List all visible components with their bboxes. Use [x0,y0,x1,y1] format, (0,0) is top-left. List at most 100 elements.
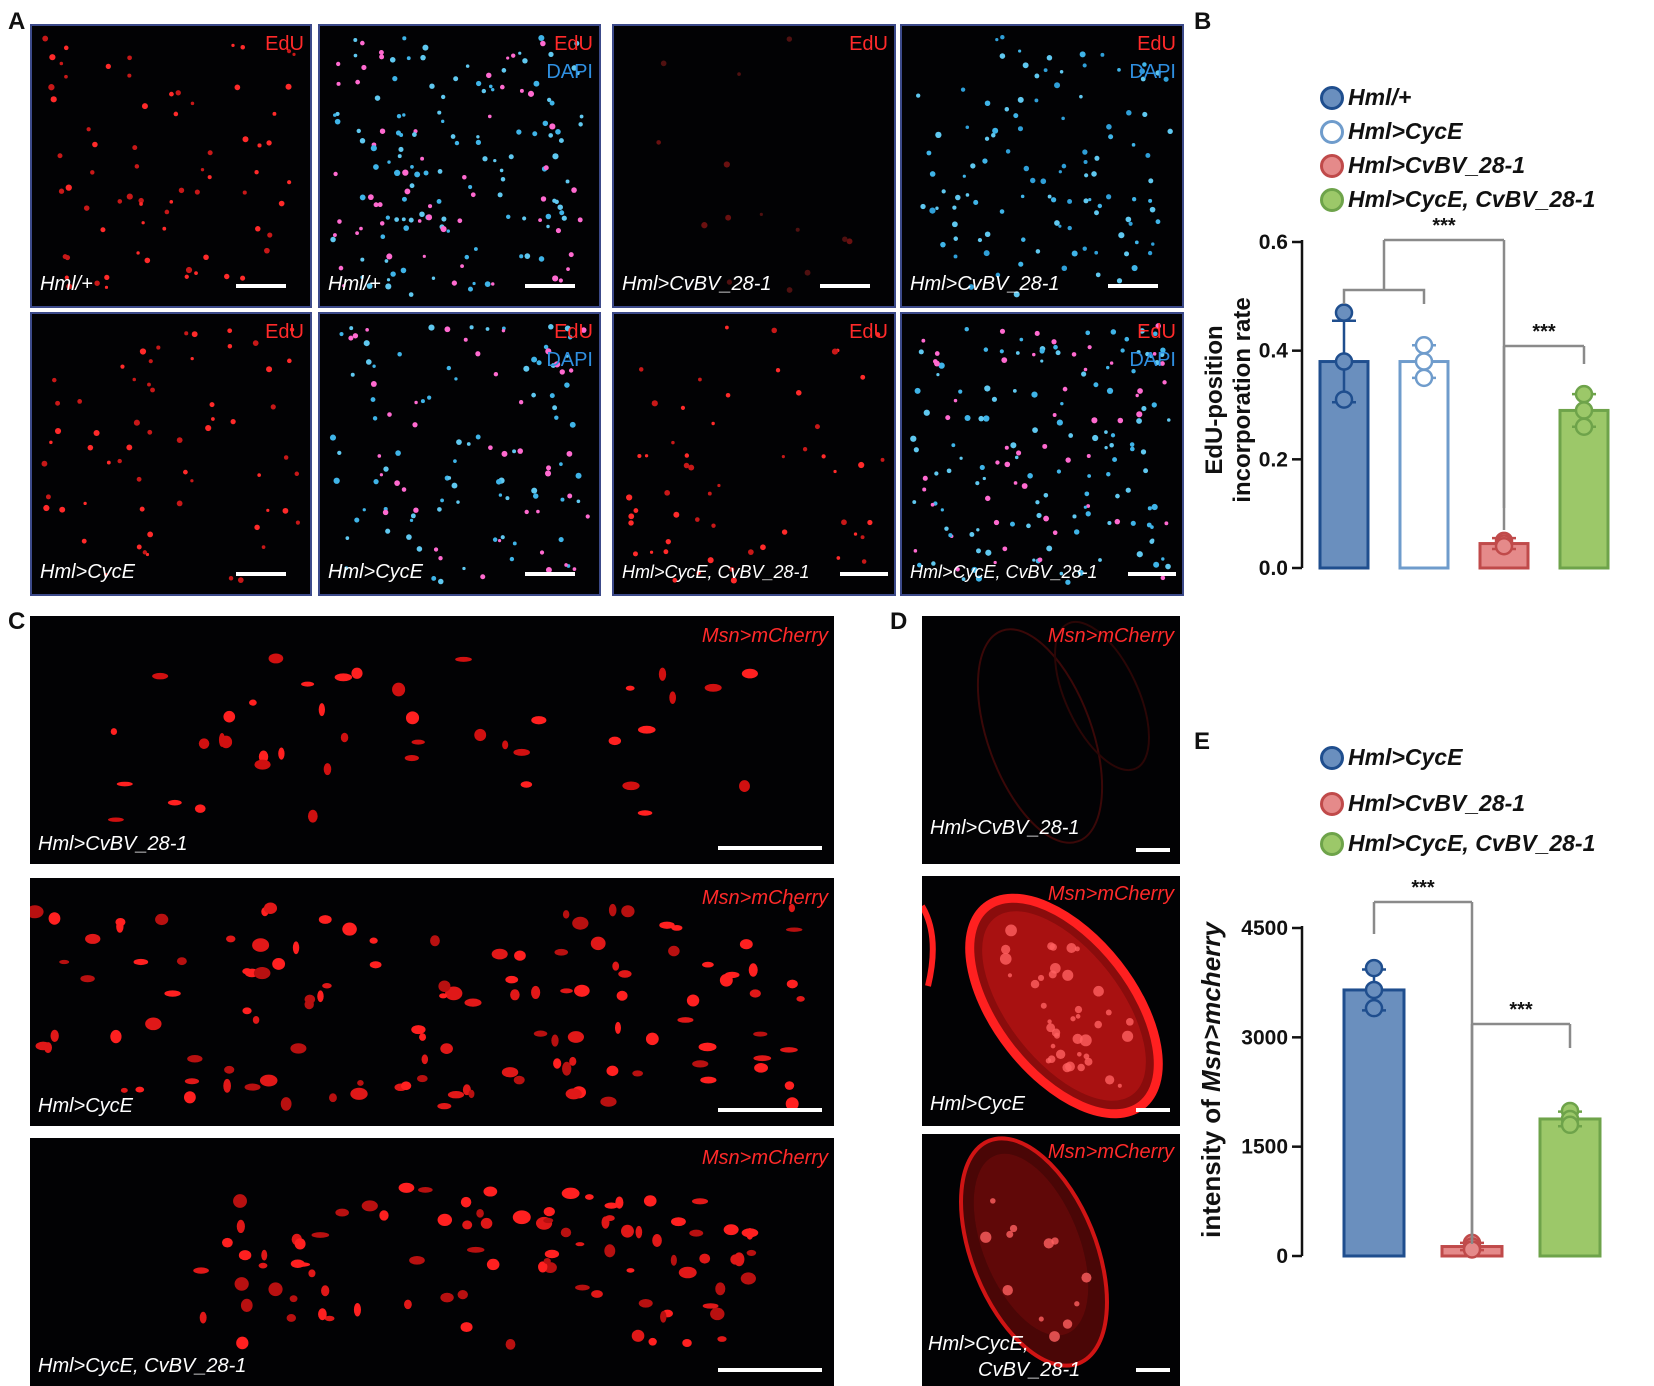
nucleus-dot [976,528,980,532]
nucleus-dot [63,45,69,51]
nucleus-dot [433,547,439,552]
dapi-nuclei-field [330,34,584,297]
nucleus-dot [737,72,741,76]
nucleus-dot [552,275,559,282]
cell-blob [272,958,286,970]
nucleus-dot [409,183,415,189]
nucleus-dot [416,546,423,552]
y-axis-label: intensity of Msn>mcherry [1196,921,1226,1238]
nucleus-dot [403,225,410,231]
channel-label-mcherry: Msn>mCherry [701,625,828,647]
nucleus-dot [50,96,57,103]
nucleus-dot [1107,521,1112,526]
nucleus-dot [409,518,414,523]
nucleus-dot [1160,347,1166,353]
nucleus-dot [386,253,393,260]
nucleus-dot [77,399,83,404]
nucleus-dot [41,460,48,467]
nucleus-dot [664,489,671,496]
cell-blob [194,804,206,813]
nucleus-dot [730,577,737,584]
cell-blob [244,1083,261,1091]
cell-blob [753,1031,768,1037]
cell-blob [289,1295,298,1303]
cell-blob [225,935,236,943]
speckle [1077,1051,1082,1057]
nucleus-dot [660,60,667,67]
nucleus-dot [568,252,574,258]
cell-blob [460,1196,472,1208]
micrograph-edu-cvbv: EdU Hml>CvBV_28-1 [612,24,896,308]
cell-blob [311,1232,330,1238]
cell-blob [59,959,70,965]
nucleus-dot [701,222,708,229]
nucleus-dot [1136,551,1143,558]
cell-blob [48,912,61,925]
cell-blob [700,1076,717,1084]
nucleus-dot [62,254,68,260]
significance-label: *** [1411,877,1435,899]
nucleus-dot [1129,442,1135,447]
nucleus-dot [408,217,414,223]
nucleus-dot [224,273,230,280]
nucleus-dot [1039,348,1045,354]
nucleus-dot [1098,558,1102,562]
nucleus-dot [922,475,928,481]
nucleus-dot [1061,265,1068,272]
nucleus-dot [665,538,671,545]
nucleus-dot [912,500,917,504]
nucleus-dot [1117,417,1124,424]
nucleus-dot [240,44,246,50]
micrograph-edu-dapi-cyce: EdU DAPI Hml>CycE [318,312,601,596]
nucleus-dot [93,429,100,437]
channel-label-edu: EdU [849,321,888,343]
cell-blob [116,781,133,787]
nucleus-dot [482,156,488,162]
ovary-speckles [980,1198,1092,1342]
nucleus-dot [545,213,552,220]
cell-blob [514,950,526,961]
channel-label-dapi: DAPI [1129,61,1176,83]
nucleus-dot [518,51,522,55]
nucleus-dot [561,215,567,221]
nucleus-dot [1050,197,1057,203]
nucleus-dot [538,34,545,42]
genotype-label: Hml/+ [328,273,381,295]
cell-blob [658,667,667,681]
nucleus-dot [1155,70,1161,76]
scale-bar [1108,284,1158,288]
nucleus-dot [402,36,407,41]
cell-blob [584,1194,594,1200]
legend-item-cvbv: Hml>CvBV_28-1 [1320,790,1525,817]
nucleus-dot [1053,344,1058,350]
nucleus-dot [1106,194,1112,200]
ovary-mcherry-medium [959,1136,1109,1368]
nucleus-dot [572,567,577,571]
channel-label-dapi: DAPI [546,61,593,83]
legend-item-cyce-cvbv: Hml>CycE, CvBV_28-1 [1320,186,1595,213]
nucleus-dot [1131,369,1136,374]
bar-chart-b: EdU-position incorporation rate 0.0 0.2 … [1201,215,1610,580]
nucleus-dot [860,374,866,380]
cell-blob [645,1032,659,1046]
nucleus-dot [786,287,793,293]
nucleus-dot [1034,73,1040,79]
nucleus-dot [1085,511,1091,517]
cell-blob [608,736,622,746]
nucleus-dot [184,274,189,279]
nucleus-dot [959,456,963,460]
nucleus-dot [795,227,800,232]
cell-blob [253,967,271,980]
bar [1398,360,1450,570]
nucleus-dot [469,325,474,330]
nucleus-dot [1079,94,1083,99]
cell-blob [409,1255,425,1265]
nucleus-dot [398,146,404,152]
cell-blob [520,781,533,788]
speckle [1037,974,1045,981]
nucleus-dot [1114,518,1121,525]
nucleus-dot [463,337,468,342]
channel-label-edu: EdU [1137,321,1176,343]
cell-blob [717,1336,727,1342]
cell-blob [236,1336,249,1350]
